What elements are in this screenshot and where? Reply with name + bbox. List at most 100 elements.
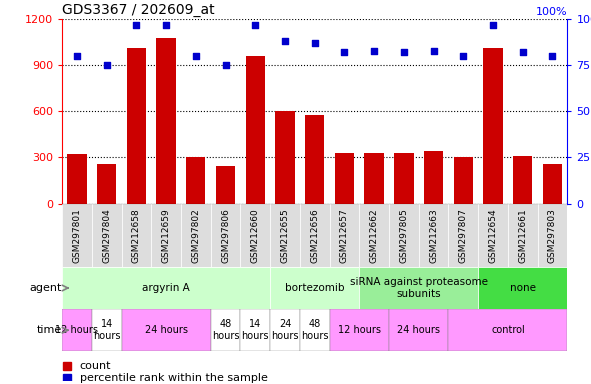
Text: GSM297803: GSM297803 bbox=[548, 208, 557, 263]
Text: GSM212661: GSM212661 bbox=[518, 208, 527, 263]
Bar bbox=[122, 309, 210, 351]
Bar bbox=[270, 309, 300, 351]
Bar bbox=[543, 164, 562, 204]
Bar bbox=[186, 157, 206, 204]
Text: GSM212662: GSM212662 bbox=[369, 208, 379, 263]
Bar bbox=[508, 204, 538, 267]
Text: GSM212654: GSM212654 bbox=[489, 208, 498, 263]
Text: 24 hours: 24 hours bbox=[145, 325, 187, 335]
Bar bbox=[181, 204, 210, 267]
Text: 24 hours: 24 hours bbox=[397, 325, 440, 335]
Bar bbox=[92, 204, 122, 267]
Bar bbox=[419, 204, 449, 267]
Point bbox=[399, 49, 408, 55]
Bar bbox=[67, 154, 86, 204]
Bar bbox=[359, 267, 478, 309]
Text: 24
hours: 24 hours bbox=[271, 319, 298, 341]
Point bbox=[280, 38, 290, 45]
Text: GSM212659: GSM212659 bbox=[161, 208, 171, 263]
Bar bbox=[394, 153, 414, 204]
Point bbox=[459, 53, 468, 59]
Bar bbox=[62, 267, 270, 309]
Bar bbox=[157, 38, 176, 204]
Text: agent: agent bbox=[30, 283, 62, 293]
Text: GSM297804: GSM297804 bbox=[102, 208, 111, 263]
Text: GSM297801: GSM297801 bbox=[73, 208, 82, 263]
Bar bbox=[300, 204, 330, 267]
Text: GDS3367 / 202609_at: GDS3367 / 202609_at bbox=[62, 3, 215, 17]
Text: GSM212657: GSM212657 bbox=[340, 208, 349, 263]
Point bbox=[369, 48, 379, 54]
Point bbox=[132, 22, 141, 28]
Bar bbox=[241, 204, 270, 267]
Bar bbox=[389, 309, 449, 351]
Point bbox=[221, 62, 230, 68]
Bar bbox=[210, 309, 241, 351]
Text: GSM212656: GSM212656 bbox=[310, 208, 319, 263]
Bar bbox=[513, 156, 532, 204]
Text: siRNA against proteasome
subunits: siRNA against proteasome subunits bbox=[350, 277, 488, 299]
Bar bbox=[216, 166, 235, 204]
Point bbox=[72, 53, 82, 59]
Bar bbox=[478, 267, 567, 309]
Bar bbox=[126, 48, 146, 204]
Bar bbox=[122, 204, 151, 267]
Bar bbox=[449, 204, 478, 267]
Bar bbox=[359, 204, 389, 267]
Text: 100%: 100% bbox=[535, 7, 567, 17]
Point bbox=[161, 22, 171, 28]
Point bbox=[310, 40, 319, 46]
Bar bbox=[538, 204, 567, 267]
Bar bbox=[478, 204, 508, 267]
Text: none: none bbox=[510, 283, 536, 293]
Text: GSM212655: GSM212655 bbox=[281, 208, 290, 263]
Bar bbox=[454, 157, 473, 204]
Bar bbox=[151, 204, 181, 267]
Text: argyrin A: argyrin A bbox=[142, 283, 190, 293]
Text: bortezomib: bortezomib bbox=[285, 283, 345, 293]
Text: 14
hours: 14 hours bbox=[93, 319, 121, 341]
Point bbox=[429, 48, 439, 54]
Bar bbox=[246, 56, 265, 204]
Bar bbox=[210, 204, 241, 267]
Bar bbox=[330, 309, 389, 351]
Bar bbox=[270, 267, 359, 309]
Text: GSM297807: GSM297807 bbox=[459, 208, 468, 263]
Bar bbox=[365, 153, 384, 204]
Text: GSM297806: GSM297806 bbox=[221, 208, 230, 263]
Text: GSM212660: GSM212660 bbox=[251, 208, 260, 263]
Point bbox=[191, 53, 200, 59]
Bar bbox=[270, 204, 300, 267]
Bar bbox=[62, 309, 92, 351]
Bar bbox=[424, 151, 443, 204]
Point bbox=[488, 22, 498, 28]
Bar bbox=[300, 309, 330, 351]
Bar bbox=[62, 204, 92, 267]
Text: count: count bbox=[80, 361, 111, 371]
Point bbox=[251, 22, 260, 28]
Bar bbox=[305, 115, 324, 204]
Bar bbox=[97, 164, 116, 204]
Bar bbox=[389, 204, 419, 267]
Bar bbox=[483, 48, 503, 204]
Bar bbox=[241, 309, 270, 351]
Text: control: control bbox=[491, 325, 525, 335]
Text: 48
hours: 48 hours bbox=[301, 319, 329, 341]
Text: GSM212663: GSM212663 bbox=[429, 208, 438, 263]
Point bbox=[340, 49, 349, 55]
Text: 48
hours: 48 hours bbox=[212, 319, 239, 341]
Text: GSM212658: GSM212658 bbox=[132, 208, 141, 263]
Text: time: time bbox=[37, 325, 62, 335]
Text: percentile rank within the sample: percentile rank within the sample bbox=[80, 372, 268, 383]
Text: 12 hours: 12 hours bbox=[338, 325, 381, 335]
Bar bbox=[330, 204, 359, 267]
Point bbox=[102, 62, 111, 68]
Bar bbox=[275, 111, 295, 204]
Text: GSM297802: GSM297802 bbox=[191, 208, 200, 263]
Point bbox=[518, 49, 528, 55]
Text: GSM297805: GSM297805 bbox=[400, 208, 408, 263]
Text: 12 hours: 12 hours bbox=[56, 325, 99, 335]
Bar bbox=[92, 309, 122, 351]
Text: 14
hours: 14 hours bbox=[242, 319, 269, 341]
Bar bbox=[449, 309, 567, 351]
